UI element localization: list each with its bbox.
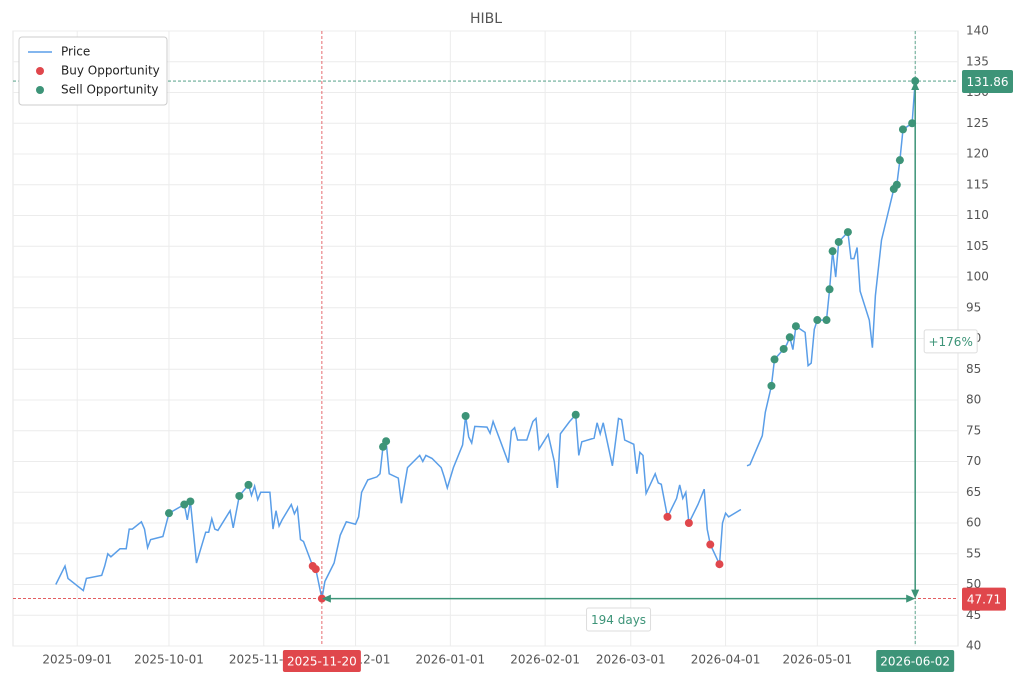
- arrow-head: [911, 589, 920, 599]
- signal-point: [813, 316, 822, 325]
- duration-label-box: [586, 607, 652, 632]
- legend-label: Sell Opportunity: [61, 83, 159, 97]
- y-tick-label: 135: [966, 54, 989, 68]
- y-tick-label: 45: [966, 608, 981, 622]
- start-price-label-box: [962, 587, 1006, 611]
- y-tick-label: 120: [966, 147, 989, 161]
- y-tick-label: 105: [966, 239, 989, 253]
- y-tick-label: 140: [966, 24, 989, 38]
- y-tick-label: 115: [966, 177, 989, 191]
- legend-label: Buy Opportunity: [61, 64, 160, 78]
- x-tick-label: 2026-05-01: [782, 653, 852, 667]
- signal-point: [908, 119, 917, 128]
- end-date-label-box: [876, 650, 955, 672]
- legend-label: Price: [61, 45, 90, 59]
- signal-point: [770, 355, 779, 364]
- arrow-head: [321, 594, 331, 603]
- signal-point: [898, 125, 907, 134]
- start-price-label: 47.71: [967, 593, 1001, 607]
- end-date-label: 2026-06-02: [880, 655, 950, 669]
- arrow-head: [906, 594, 916, 603]
- signal-point: [684, 519, 693, 527]
- x-tick-label: 2025-09-01: [42, 653, 112, 667]
- signal-point: [843, 228, 852, 237]
- signal-point: [892, 180, 901, 189]
- legend-swatch: [36, 67, 44, 75]
- arrow-head: [911, 81, 920, 91]
- y-tick-label: 50: [966, 577, 981, 591]
- y-tick-label: 70: [966, 454, 981, 468]
- signal-point: [834, 237, 843, 246]
- start-date-label: 2025-11-20: [287, 655, 357, 669]
- x-tick-label: 2026-04-01: [691, 653, 761, 667]
- end-price-label-box: [962, 70, 1013, 94]
- signal-point: [663, 512, 672, 521]
- x-tick-label: 2025-11-01: [229, 653, 299, 667]
- x-tick-label: 2026-03-01: [596, 653, 666, 667]
- signal-point: [461, 411, 470, 420]
- legend-swatch: [36, 86, 44, 94]
- x-tick-label: 2026-01-01: [415, 653, 485, 667]
- y-tick-label: 60: [966, 516, 981, 530]
- change-label-box: [923, 329, 978, 354]
- signal-point: [791, 322, 800, 331]
- signal-point: [822, 316, 831, 325]
- signal-point: [828, 247, 837, 256]
- y-tick-label: 40: [966, 639, 981, 653]
- start-date-label-box: [282, 650, 361, 672]
- signal-point: [767, 381, 776, 390]
- signal-point: [382, 437, 391, 446]
- signal-point: [895, 156, 904, 165]
- chart-title: HIBL: [470, 11, 502, 27]
- signal-point: [186, 497, 195, 506]
- y-tick-label: 125: [966, 116, 989, 130]
- y-tick-label: 65: [966, 485, 981, 499]
- signal-point: [825, 285, 834, 294]
- x-tick-label: 2026-02-01: [510, 653, 580, 667]
- signal-point: [715, 560, 724, 569]
- signal-point: [785, 333, 794, 342]
- signal-point: [311, 565, 320, 574]
- signal-point: [779, 344, 788, 353]
- signal-point: [244, 480, 253, 489]
- y-tick-label: 100: [966, 270, 989, 284]
- signal-point: [235, 491, 244, 500]
- y-tick-label: 80: [966, 393, 981, 407]
- x-tick-label: 2025-10-01: [134, 653, 204, 667]
- y-tick-label: 55: [966, 546, 981, 560]
- signal-point: [180, 500, 189, 509]
- signal-point: [164, 509, 173, 518]
- duration-label: 194 days: [591, 613, 646, 627]
- change-label: +176%: [928, 335, 972, 349]
- y-tick-label: 85: [966, 362, 981, 376]
- y-tick-label: 75: [966, 423, 981, 437]
- legend: [18, 36, 168, 106]
- end-price-label: 131.86: [967, 75, 1009, 89]
- y-tick-label: 95: [966, 300, 981, 314]
- signal-point: [706, 540, 715, 549]
- signal-point: [571, 410, 580, 419]
- y-tick-label: 110: [966, 208, 989, 222]
